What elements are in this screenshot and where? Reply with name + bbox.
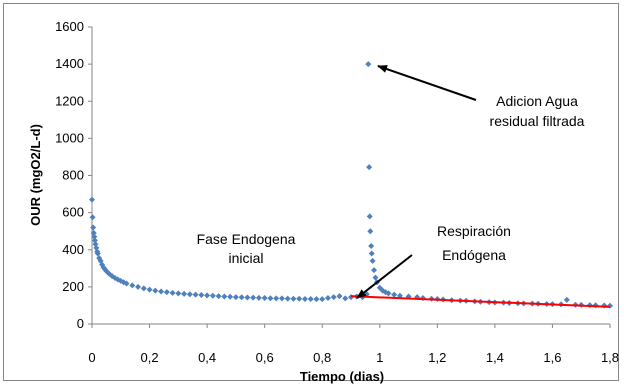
data-point bbox=[140, 285, 147, 292]
y-tick-label: 1600 bbox=[55, 19, 84, 34]
data-point bbox=[278, 295, 285, 302]
x-tick-label: 1,2 bbox=[428, 350, 446, 365]
data-point bbox=[192, 291, 199, 298]
data-point bbox=[158, 288, 165, 295]
data-point bbox=[301, 295, 308, 302]
plot-area: 0 200 400 600 800 1000 1200 1400 1600 0 0,2 0,4 0,6… bbox=[55, 19, 619, 365]
data-point bbox=[123, 280, 130, 287]
annotation-adicion-line2: residual filtrada bbox=[490, 113, 585, 129]
data-point bbox=[324, 295, 331, 302]
data-point bbox=[244, 294, 251, 301]
data-point bbox=[89, 196, 95, 203]
data-point bbox=[89, 214, 96, 221]
data-point bbox=[369, 257, 376, 264]
data-point bbox=[366, 164, 373, 171]
y-tick-label: 0 bbox=[77, 316, 84, 331]
data-point bbox=[261, 295, 268, 302]
data-point bbox=[336, 293, 343, 300]
data-point bbox=[209, 292, 216, 299]
x-tick-label: 0,8 bbox=[313, 350, 331, 365]
data-point bbox=[204, 292, 211, 299]
data-point bbox=[319, 296, 326, 303]
y-tick-label: 800 bbox=[62, 168, 84, 183]
annotation-respiracion-line1: Respiración bbox=[437, 223, 511, 239]
x-tick-label: 1,4 bbox=[486, 350, 504, 365]
data-point bbox=[371, 267, 378, 274]
trendline bbox=[350, 295, 611, 308]
x-axis-title: Tiempo (dias) bbox=[300, 369, 384, 384]
data-point bbox=[221, 293, 228, 300]
data-point bbox=[330, 294, 337, 301]
data-point bbox=[175, 290, 182, 297]
data-point bbox=[198, 292, 205, 299]
data-point bbox=[227, 293, 234, 300]
data-point bbox=[135, 283, 142, 290]
data-point bbox=[238, 294, 245, 301]
data-point bbox=[267, 295, 274, 302]
y-tick-label: 1400 bbox=[55, 56, 84, 71]
y-ticks: 0 200 400 600 800 1000 1200 1400 1600 bbox=[55, 19, 92, 331]
data-point bbox=[169, 289, 176, 296]
x-tick-label: 0 bbox=[88, 350, 95, 365]
data-point bbox=[90, 224, 97, 231]
data-point bbox=[365, 61, 372, 68]
data-point bbox=[607, 302, 613, 309]
arrow-respiracion bbox=[356, 254, 413, 299]
data-point bbox=[296, 295, 303, 302]
data-point bbox=[367, 228, 374, 235]
data-point bbox=[368, 243, 375, 250]
data-point bbox=[152, 287, 159, 294]
y-tick-label: 1200 bbox=[55, 93, 84, 108]
data-point bbox=[232, 294, 239, 301]
data-point bbox=[94, 250, 101, 257]
data-point bbox=[91, 237, 98, 244]
data-point bbox=[368, 250, 375, 257]
y-axis-title: OUR (mgO2/L-d) bbox=[28, 124, 43, 226]
annotation-fase-endogena-line1: Fase Endogena bbox=[197, 231, 296, 247]
data-point bbox=[372, 274, 379, 281]
data-point bbox=[255, 294, 262, 301]
arrow-adicion bbox=[377, 65, 477, 101]
y-tick-label: 600 bbox=[62, 205, 84, 220]
chart-frame bbox=[3, 3, 619, 381]
x-tick-label: 1,6 bbox=[543, 350, 561, 365]
data-point bbox=[273, 295, 280, 302]
data-point bbox=[284, 295, 291, 302]
x-ticks: 0 0,2 0,4 0,6 0,8 1 1,2 1,4 1,6 1,8 bbox=[88, 324, 619, 365]
data-point bbox=[215, 293, 222, 300]
x-tick-label: 1 bbox=[376, 350, 383, 365]
annotation-respiracion-line2: Endógena bbox=[442, 247, 506, 263]
x-tick-label: 0,6 bbox=[256, 350, 274, 365]
data-point bbox=[186, 291, 193, 298]
data-point bbox=[385, 290, 392, 297]
data-point bbox=[391, 291, 398, 298]
data-point bbox=[91, 233, 98, 240]
annotation-fase-endogena-line2: inicial bbox=[228, 250, 263, 266]
data-point bbox=[146, 286, 153, 293]
x-tick-label: 0,2 bbox=[141, 350, 159, 365]
x-tick-label: 1,8 bbox=[601, 350, 619, 365]
data-point bbox=[342, 295, 349, 302]
data-point bbox=[250, 294, 257, 301]
data-point bbox=[366, 213, 373, 220]
data-point bbox=[313, 296, 320, 303]
data-point bbox=[290, 295, 297, 302]
y-tick-label: 1000 bbox=[55, 130, 84, 145]
x-tick-label: 0,4 bbox=[198, 350, 216, 365]
data-point bbox=[90, 230, 97, 237]
annotation-adicion-line1: Adicion Agua bbox=[496, 93, 578, 109]
data-point bbox=[181, 290, 188, 297]
y-tick-label: 400 bbox=[62, 242, 84, 257]
data-point bbox=[563, 296, 570, 303]
y-tick-label: 200 bbox=[62, 279, 84, 294]
data-point bbox=[129, 282, 136, 289]
data-point bbox=[307, 295, 314, 302]
data-point bbox=[163, 289, 170, 296]
